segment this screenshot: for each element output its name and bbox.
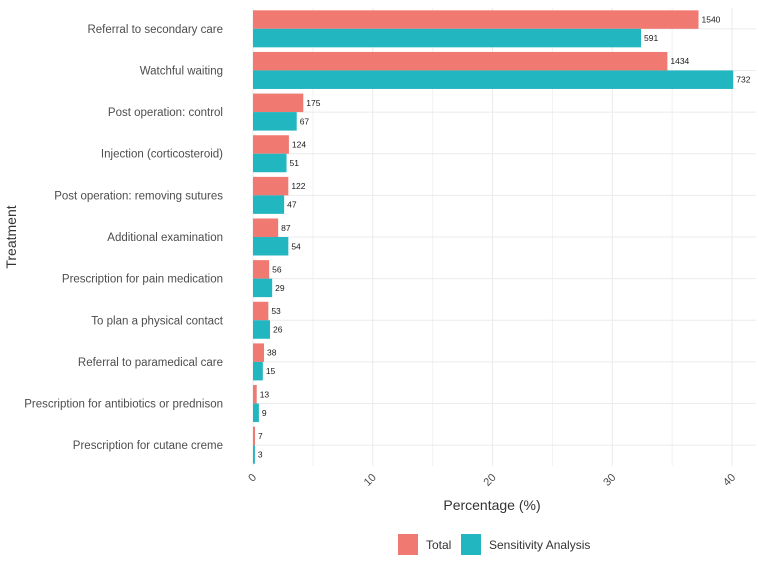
bar-data-label: 29 [275, 283, 285, 293]
bar-data-label: 13 [260, 389, 270, 399]
category-label: Prescription for pain medication [62, 274, 223, 286]
bar-data-label: 15 [266, 366, 276, 376]
category-labels: Referral to secondary care Watchful waiti… [24, 24, 224, 452]
bar-total [253, 135, 289, 154]
bar-data-label: 53 [271, 306, 281, 316]
bar-data-label: 67 [300, 116, 310, 126]
bar-total [253, 93, 304, 113]
bar-total [253, 176, 289, 196]
category-label: Injection (corticosteroid) [101, 149, 223, 161]
bar-sensitivity-analysis [253, 320, 271, 339]
bar-sensitivity-analysis [253, 403, 259, 423]
bar-sensitivity-analysis [253, 112, 297, 131]
bar-sensitivity-analysis [253, 70, 734, 89]
bar-sensitivity-analysis [253, 278, 273, 298]
legend-label: Total [426, 538, 451, 552]
bar-data-label: 87 [281, 223, 291, 233]
legend: Total Sensitivity Analysis [398, 534, 590, 555]
bar-data-label: 124 [292, 139, 306, 149]
bar-sensitivity-analysis [253, 445, 255, 464]
category-label: Post operation: control [108, 107, 223, 119]
bar-sensitivity-analysis [253, 361, 263, 381]
bar-data-label: 7 [258, 431, 263, 441]
x-tick-label: 0 [246, 472, 259, 485]
bar-data-label: 1540 [702, 15, 721, 25]
legend-swatch [461, 534, 481, 555]
bar-data-label: 38 [267, 348, 277, 358]
legend-label: Sensitivity Analysis [489, 538, 590, 552]
x-tick-label: 10 [362, 472, 379, 489]
x-tick-labels: 0 10 20 30 40 [246, 472, 738, 489]
x-tick-label: 20 [481, 472, 498, 489]
category-label: To plan a physical contact [91, 315, 223, 327]
bar-sensitivity-analysis [253, 237, 289, 256]
bar-total [253, 426, 256, 446]
bar-data-label: 9 [262, 408, 267, 418]
bar-data-label: 1434 [670, 56, 689, 66]
bar-data-label: 56 [272, 264, 282, 274]
bar-data-label: 3 [258, 449, 263, 459]
category-label: Prescription for cutane creme [73, 440, 223, 452]
category-label: Watchful waiting [140, 65, 223, 77]
bar-total [253, 385, 257, 404]
category-label: Prescription for antibiotics or predniso… [24, 399, 223, 411]
bar-total [253, 301, 269, 321]
bar-sensitivity-analysis [253, 28, 642, 48]
bar-data-label: 51 [290, 158, 300, 168]
category-label: Referral to paramedical care [78, 357, 223, 369]
bar-total [253, 10, 699, 29]
bar-total [253, 218, 279, 237]
bar-sensitivity-analysis [253, 153, 287, 173]
bar-data-label: 732 [736, 75, 750, 85]
x-tick-label: 30 [601, 472, 618, 489]
y-axis-title: Treatment [3, 205, 19, 268]
bar-sensitivity-analysis [253, 195, 285, 214]
bar-data-label: 122 [291, 181, 305, 191]
category-label: Referral to secondary care [87, 24, 223, 36]
bar-data-label: 175 [306, 98, 320, 108]
x-axis-title: Percentage (%) [443, 497, 540, 513]
legend-swatch [398, 534, 418, 555]
category-label: Additional examination [107, 232, 223, 244]
bar-total [253, 51, 668, 71]
category-label: Post operation: removing sutures [54, 190, 223, 202]
bar-data-label: 54 [291, 241, 301, 251]
bar-total [253, 343, 265, 362]
x-tick-label: 40 [721, 472, 738, 489]
bar-data-label: 47 [287, 200, 297, 210]
bar-data-label: 26 [273, 325, 283, 335]
bar-data-label: 591 [644, 33, 658, 43]
bar-total [253, 260, 270, 279]
